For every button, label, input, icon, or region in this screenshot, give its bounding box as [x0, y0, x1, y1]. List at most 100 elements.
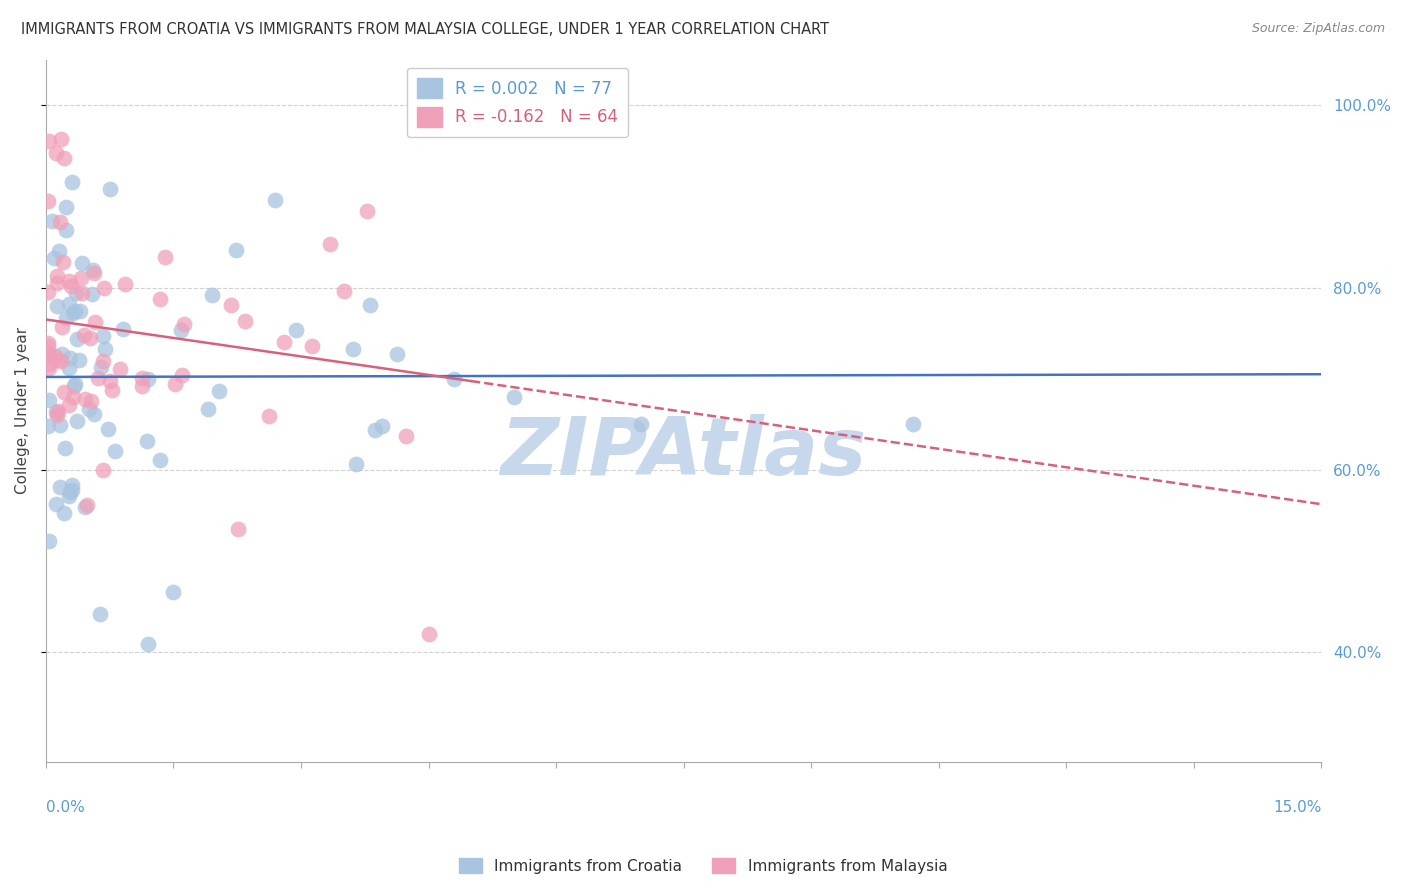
Point	[131, 371, 153, 385]
Point	[60, 478, 83, 492]
Point	[60, 483, 83, 497]
Point	[170, 323, 193, 337]
Point	[91, 463, 114, 477]
Point	[76, 499, 98, 513]
Point	[173, 317, 195, 331]
Point	[53, 442, 76, 456]
Point	[58, 273, 80, 287]
Point	[45, 497, 67, 511]
Point	[356, 204, 378, 219]
Point	[45, 405, 67, 419]
Point	[48, 244, 70, 259]
Legend: R = 0.002   N = 77, R = -0.162   N = 64: R = 0.002 N = 77, R = -0.162 N = 64	[408, 68, 628, 137]
Point	[165, 377, 187, 392]
Point	[66, 332, 89, 346]
Point	[58, 360, 80, 375]
Point	[901, 417, 924, 432]
Point	[75, 392, 97, 407]
Text: Source: ZipAtlas.com: Source: ZipAtlas.com	[1251, 22, 1385, 36]
Point	[89, 607, 111, 622]
Text: IMMIGRANTS FROM CROATIA VS IMMIGRANTS FROM MALAYSIA COLLEGE, UNDER 1 YEAR CORREL: IMMIGRANTS FROM CROATIA VS IMMIGRANTS FR…	[21, 22, 830, 37]
Point	[55, 223, 77, 237]
Point	[395, 429, 418, 443]
Point	[136, 371, 159, 385]
Point	[58, 297, 80, 311]
Point	[62, 379, 84, 393]
Point	[87, 371, 110, 385]
Point	[44, 252, 66, 266]
Point	[37, 336, 59, 351]
Point	[387, 347, 409, 361]
Point	[149, 292, 172, 306]
Point	[45, 268, 67, 283]
Point	[38, 134, 60, 148]
Point	[62, 390, 84, 404]
Point	[80, 287, 103, 301]
Point	[62, 306, 84, 320]
Point	[48, 215, 70, 229]
Point	[49, 132, 72, 146]
Point	[79, 331, 101, 345]
Point	[48, 403, 70, 417]
Point	[225, 244, 247, 258]
Point	[55, 200, 77, 214]
Point	[233, 314, 256, 328]
Point	[58, 489, 80, 503]
Point	[59, 351, 82, 365]
Point	[46, 299, 69, 313]
Point	[70, 271, 93, 285]
Text: 15.0%: 15.0%	[1272, 800, 1322, 815]
Point	[38, 361, 60, 376]
Point	[49, 480, 72, 494]
Point	[37, 194, 59, 209]
Point	[208, 384, 231, 398]
Point	[98, 182, 121, 196]
Point	[70, 255, 93, 269]
Point	[228, 522, 250, 536]
Point	[443, 372, 465, 386]
Point	[77, 402, 100, 417]
Point	[37, 347, 59, 361]
Point	[114, 277, 136, 291]
Point	[73, 500, 96, 514]
Point	[342, 342, 364, 356]
Point	[201, 288, 224, 302]
Y-axis label: College, Under 1 year: College, Under 1 year	[15, 327, 30, 494]
Point	[101, 384, 124, 398]
Point	[98, 374, 121, 388]
Point	[630, 417, 652, 432]
Point	[63, 304, 86, 318]
Point	[80, 394, 103, 409]
Point	[37, 285, 59, 299]
Point	[52, 151, 75, 165]
Point	[301, 339, 323, 353]
Point	[172, 368, 194, 382]
Point	[38, 534, 60, 549]
Point	[273, 335, 295, 350]
Point	[97, 422, 120, 436]
Point	[149, 453, 172, 467]
Point	[51, 319, 73, 334]
Point	[45, 352, 67, 367]
Point	[60, 175, 83, 189]
Point	[69, 304, 91, 318]
Point	[49, 354, 72, 368]
Point	[91, 354, 114, 368]
Point	[153, 250, 176, 264]
Point	[48, 418, 70, 433]
Point	[46, 408, 69, 422]
Point	[136, 637, 159, 651]
Point	[359, 298, 381, 312]
Point	[219, 298, 242, 312]
Point	[53, 507, 76, 521]
Point	[131, 379, 153, 393]
Point	[65, 377, 87, 392]
Point	[38, 345, 60, 359]
Point	[45, 145, 67, 160]
Point	[93, 329, 115, 343]
Point	[37, 418, 59, 433]
Point	[104, 443, 127, 458]
Point	[51, 347, 73, 361]
Point	[84, 315, 107, 329]
Text: ZIPAtlas: ZIPAtlas	[501, 414, 866, 491]
